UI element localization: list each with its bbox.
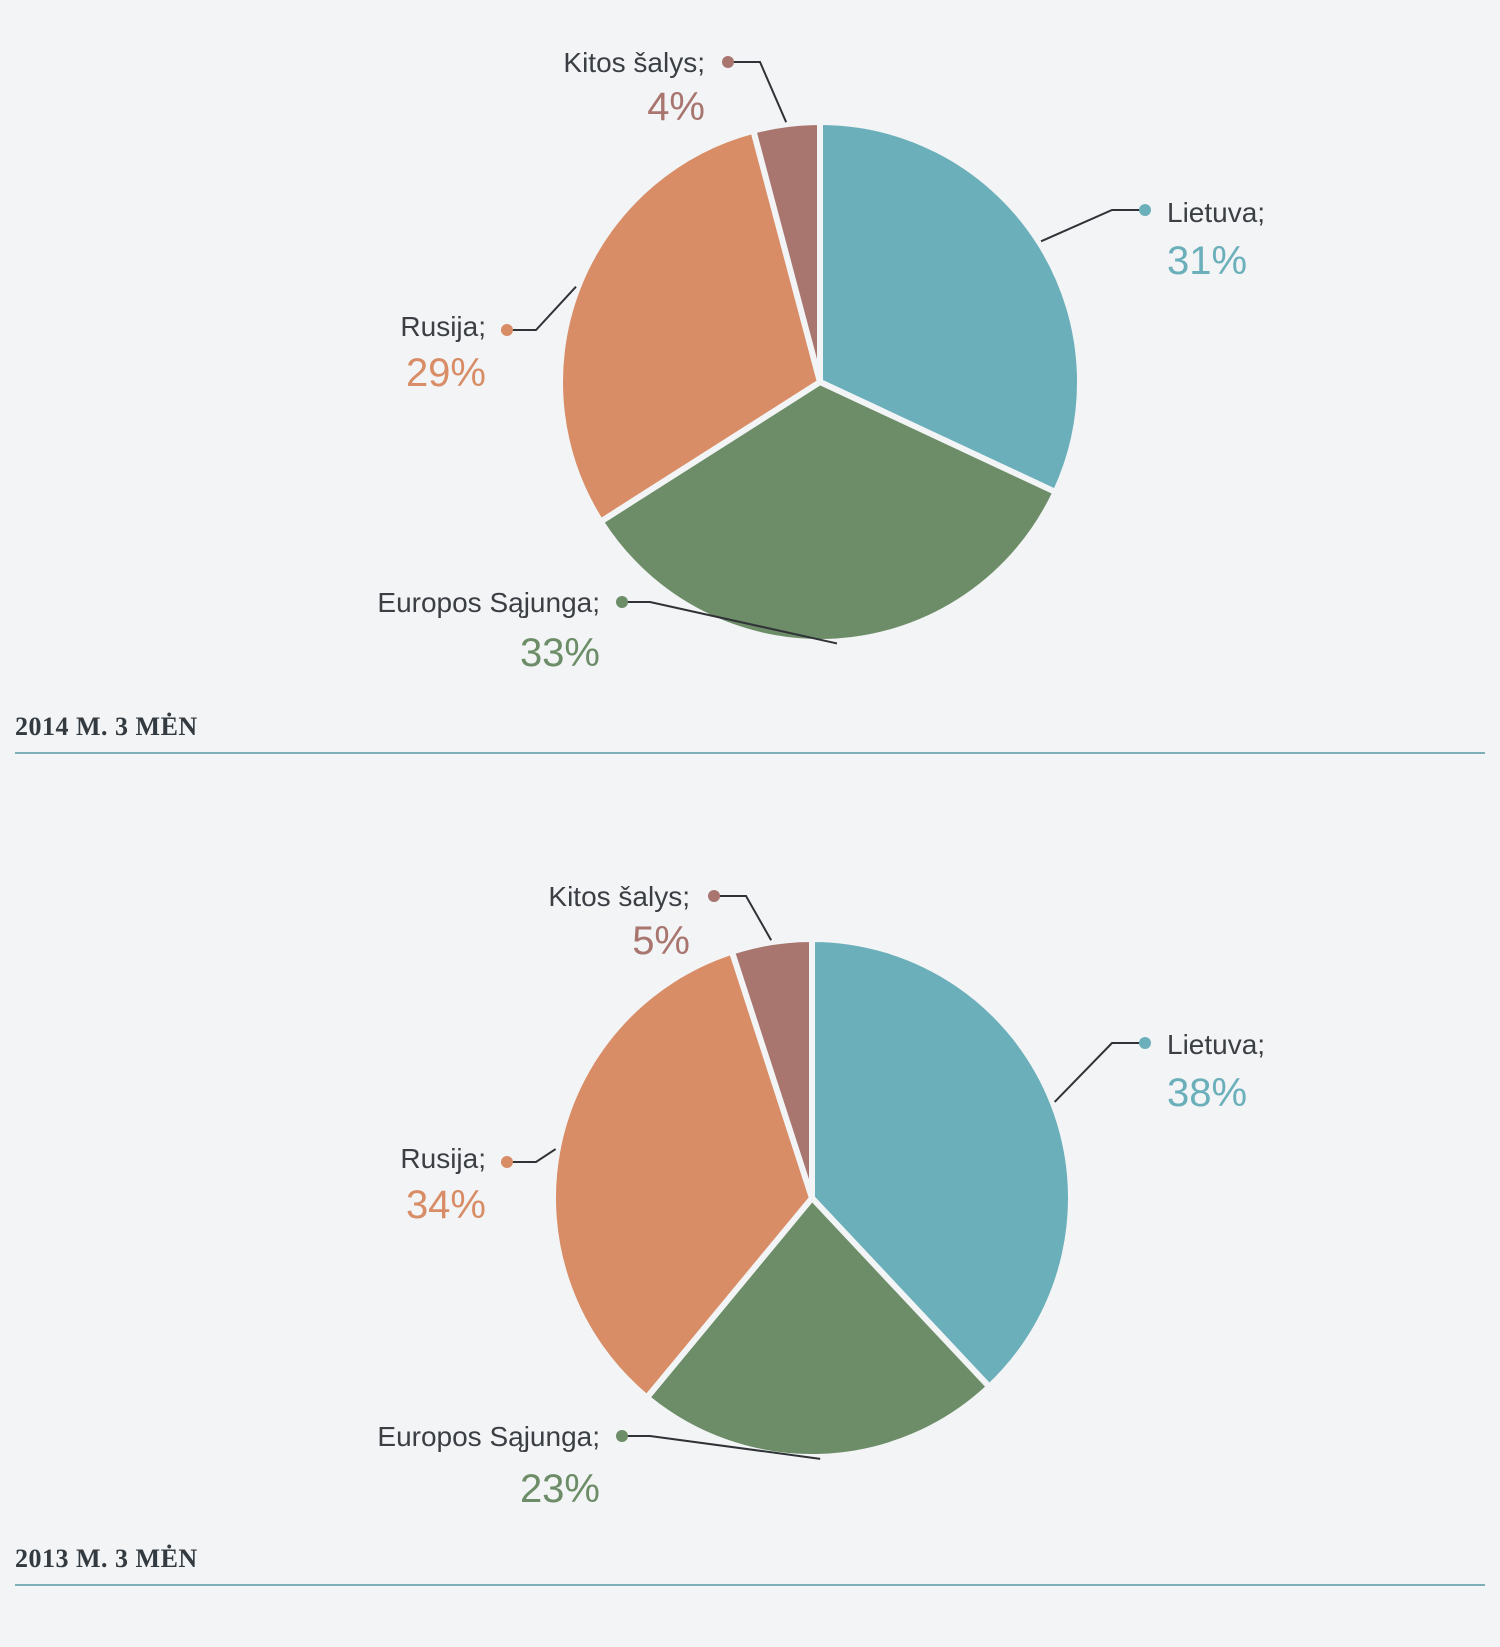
slice-value-europos-sajunga: 23% bbox=[520, 1467, 600, 1511]
divider-line bbox=[15, 752, 1485, 754]
slice-value-kitos-salys: 4% bbox=[647, 85, 705, 129]
period-title-2014: 2014 M. 3 MĖN bbox=[15, 712, 198, 741]
slice-value-lietuva: 38% bbox=[1167, 1071, 1247, 1115]
slice-label-kitos-salys: Kitos šalys; bbox=[563, 47, 705, 78]
slice-label-europos-sajunga: Europos Sąjunga; bbox=[377, 587, 600, 618]
leader-line-lietuva bbox=[1053, 1042, 1145, 1103]
slice-value-kitos-salys: 5% bbox=[632, 919, 690, 963]
pie-slice-rusija bbox=[550, 948, 815, 1401]
pie-slice-europos-sajunga bbox=[597, 379, 1059, 645]
slice-value-rusija: 34% bbox=[406, 1183, 486, 1227]
slice-value-rusija: 29% bbox=[406, 351, 486, 395]
pie-slice-europos-sajunga bbox=[643, 1195, 993, 1460]
label-dot-rusija bbox=[501, 1156, 513, 1168]
pie-panel-2013: Lietuva; 38% Europos Sąjunga; 23% Rusija; 34%… bbox=[0, 832, 1500, 1647]
pie-slice-lietuva bbox=[817, 119, 1083, 496]
pie-slice-kitos-salys bbox=[728, 936, 815, 1201]
slice-value-lietuva: 31% bbox=[1167, 239, 1247, 283]
label-dot-kitos-salys bbox=[708, 890, 720, 902]
leader-line-europos-sajunga bbox=[622, 1435, 821, 1460]
leader-line-kitos-salys bbox=[728, 61, 788, 123]
leader-line-lietuva bbox=[1040, 209, 1145, 243]
label-dot-europos-sajunga bbox=[616, 1430, 628, 1442]
label-dot-lietuva bbox=[1139, 204, 1151, 216]
pie-slice-lietuva bbox=[809, 936, 1074, 1390]
pie-slice-rusija bbox=[557, 127, 823, 525]
leader-line-kitos-salys bbox=[714, 895, 773, 941]
pie-chart-2014: Lietuva; 31% Europos Sąjunga; 33% Rusija; 29%… bbox=[377, 47, 1265, 675]
pie-panel-2014: Lietuva; 31% Europos Sąjunga; 33% Rusija; 29%… bbox=[0, 0, 1500, 815]
slice-label-rusija: Rusija; bbox=[400, 1143, 486, 1174]
pie-chart-2013: Lietuva; 38% Europos Sąjunga; 23% Rusija; 34%… bbox=[377, 881, 1265, 1511]
period-title-2013: 2013 M. 3 MĖN bbox=[15, 1544, 198, 1573]
divider-line bbox=[15, 1584, 1485, 1586]
leader-line-europos-sajunga bbox=[622, 601, 838, 645]
leader-line-rusija bbox=[507, 285, 577, 331]
pie-slice-kitos-salys bbox=[750, 119, 823, 385]
slice-label-lietuva: Lietuva; bbox=[1167, 1029, 1265, 1060]
label-dot-kitos-salys bbox=[722, 56, 734, 68]
label-dot-europos-sajunga bbox=[616, 596, 628, 608]
leader-line-rusija bbox=[507, 1148, 557, 1163]
slice-label-lietuva: Lietuva; bbox=[1167, 197, 1265, 228]
label-dot-lietuva bbox=[1139, 1037, 1151, 1049]
slice-label-rusija: Rusija; bbox=[400, 311, 486, 342]
slice-label-europos-sajunga: Europos Sąjunga; bbox=[377, 1421, 600, 1452]
slice-label-kitos-salys: Kitos šalys; bbox=[548, 881, 690, 912]
label-dot-rusija bbox=[501, 324, 513, 336]
slice-value-europos-sajunga: 33% bbox=[520, 631, 600, 675]
